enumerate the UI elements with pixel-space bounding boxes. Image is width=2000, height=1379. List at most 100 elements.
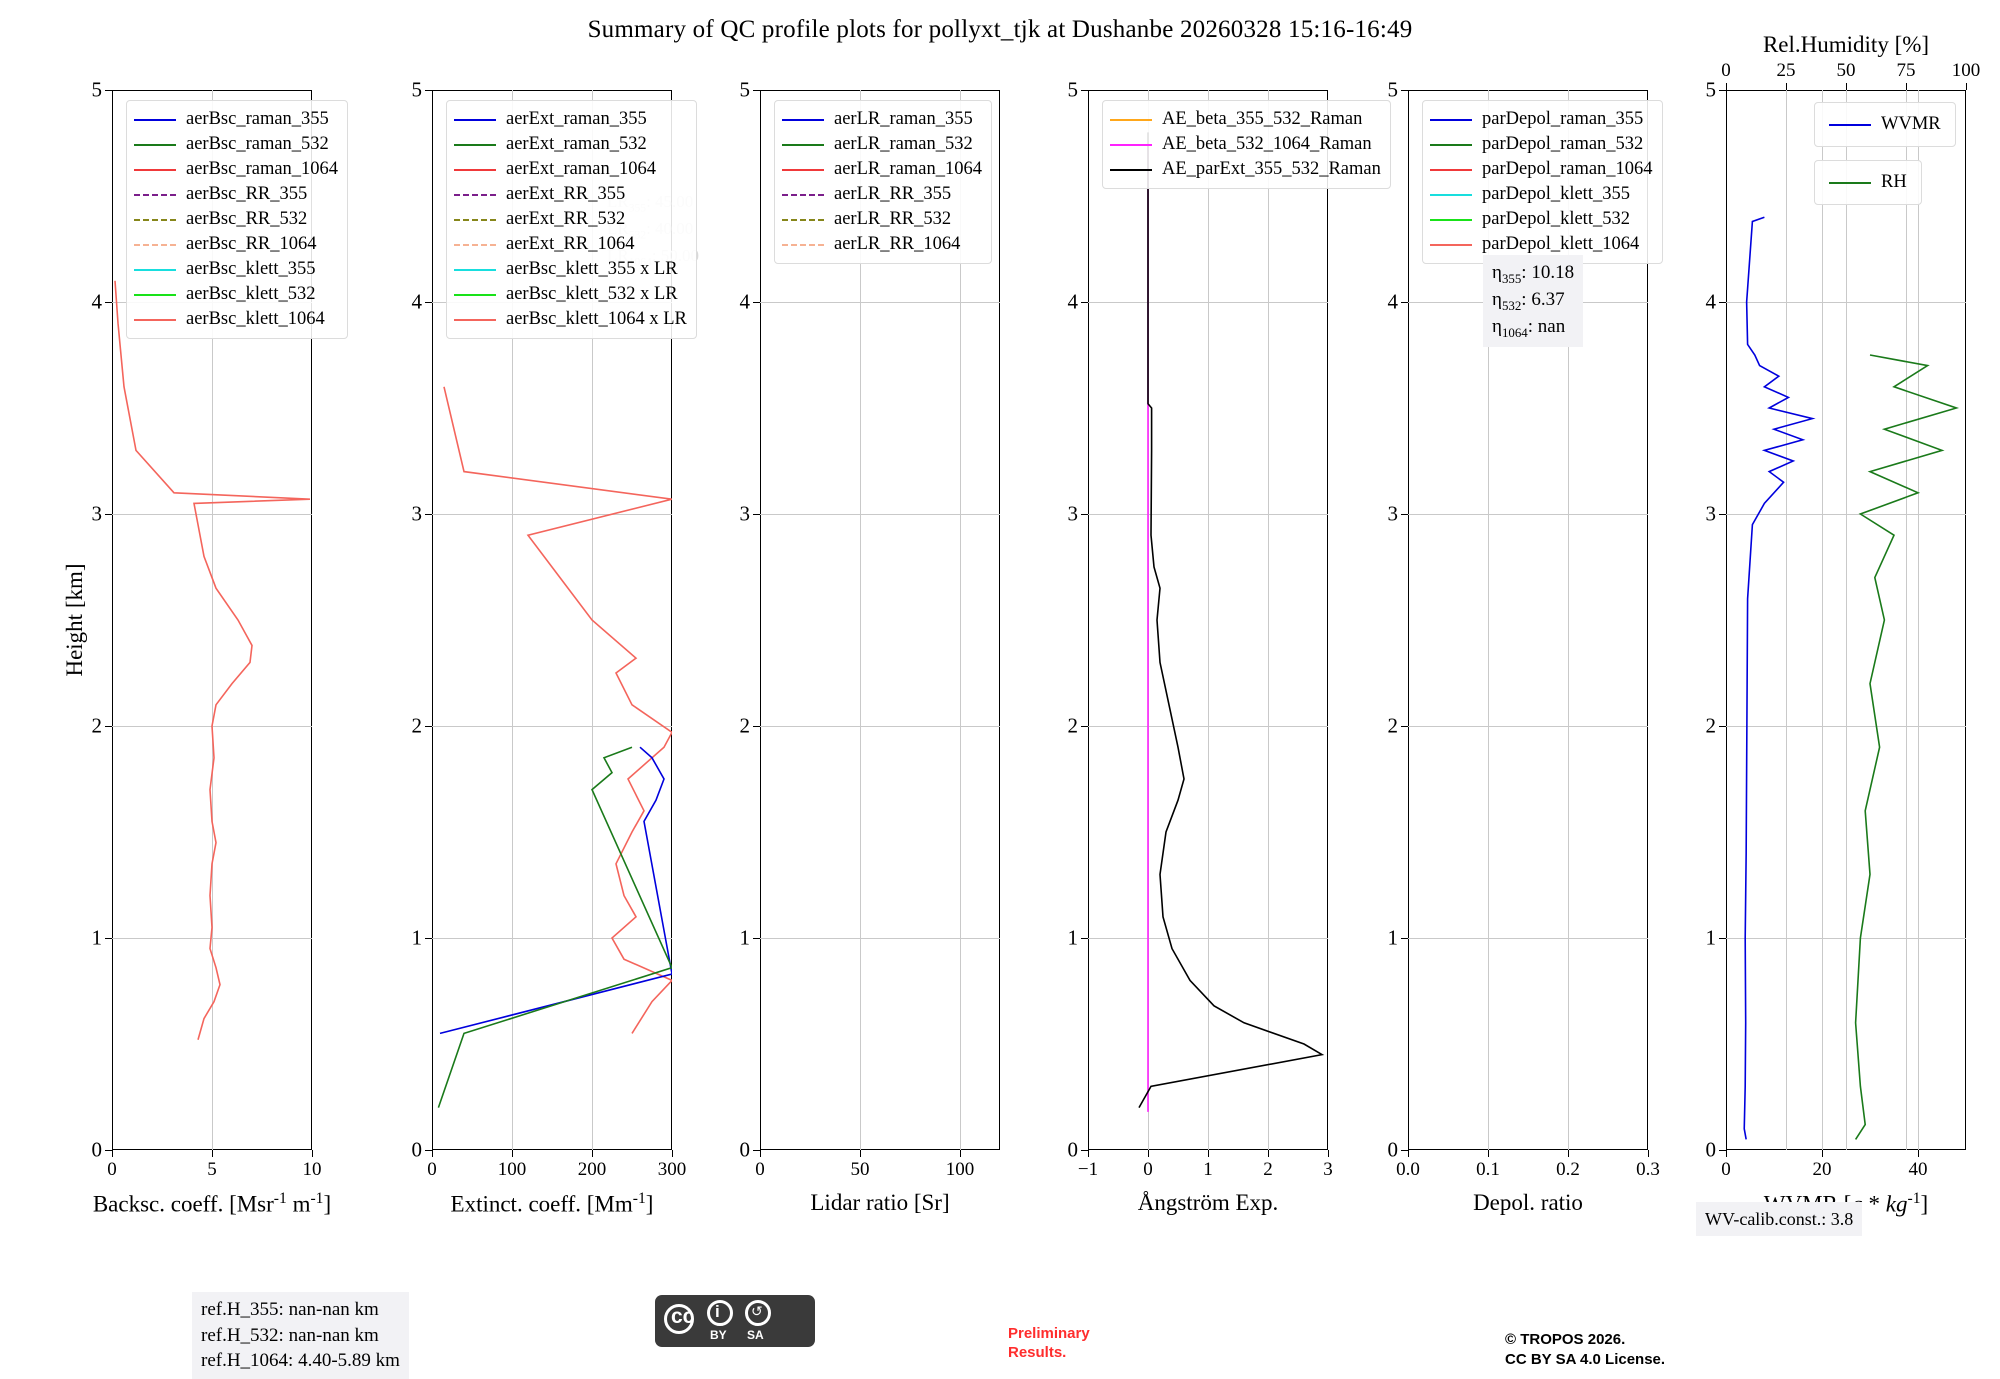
x-tick	[1648, 1150, 1649, 1157]
y-tick-label: 3	[1705, 501, 1717, 526]
legend-item: aerLR_raman_532	[782, 132, 982, 157]
legend-label: aerLR_raman_1064	[834, 158, 982, 179]
legend-swatch	[134, 168, 176, 171]
y-gridline	[1088, 726, 1328, 727]
x-tick-label: 2	[1263, 1159, 1273, 1180]
x-gridline	[512, 90, 513, 1150]
legend-label: aerBsc_klett_1064	[186, 308, 325, 329]
legend-label: aerExt_RR_1064	[506, 233, 635, 254]
y-tick-label: 4	[1067, 289, 1079, 314]
y-tick-label: 0	[1067, 1137, 1079, 1162]
legend-item: aerBsc_RR_355	[134, 182, 338, 207]
x-tick-top	[1846, 83, 1847, 90]
legend-label: parDepol_raman_1064	[1482, 158, 1653, 179]
legend-item: parDepol_klett_1064	[1430, 232, 1653, 257]
legend-depol: parDepol_raman_355 parDepol_raman_532 parD…	[1422, 100, 1663, 264]
x-tick-label: 0	[1721, 1159, 1731, 1180]
legend-swatch	[782, 118, 824, 121]
legend-swatch	[1110, 143, 1152, 146]
legend-label: aerBsc_raman_532	[186, 133, 329, 154]
ref-height-line: ref.H_1064: 4.40-5.89 km	[201, 1350, 400, 1372]
x-tick	[1568, 1150, 1569, 1157]
legend-label: aerExt_RR_355	[506, 183, 626, 204]
x-axis-label: Depol. ratio	[1473, 1190, 1583, 1215]
legend-label: aerExt_raman_1064	[506, 158, 656, 179]
legend-swatch	[134, 268, 176, 271]
legend-swatch	[454, 218, 496, 221]
y-tick-label: 1	[411, 925, 423, 950]
y-tick	[1081, 938, 1088, 939]
y-tick-label: 3	[1387, 501, 1399, 526]
legend-wvmr: WVMR	[1814, 102, 1956, 147]
x-tick	[592, 1150, 593, 1157]
legend-swatch	[134, 118, 176, 121]
x-tick	[1088, 1150, 1089, 1157]
x-tick-top	[1906, 83, 1907, 90]
legend-item: aerBsc_klett_1064	[134, 307, 338, 332]
y-tick	[753, 726, 760, 727]
y-tick	[1401, 938, 1408, 939]
x-tick-label: 200	[577, 1159, 607, 1180]
legend-swatch	[1829, 123, 1871, 126]
series-line	[437, 746, 672, 1108]
y-gridline	[1088, 938, 1328, 939]
x-gridline-top	[1906, 90, 1907, 1150]
y-tick	[425, 726, 432, 727]
cc-by-label: BY	[710, 1328, 727, 1342]
eta-line: η355: 10.18	[1492, 262, 1575, 286]
legend-label: aerBsc_RR_532	[186, 208, 308, 229]
legend-label: aerExt_RR_532	[506, 208, 626, 229]
legend-item: aerBsc_klett_355	[134, 257, 338, 282]
y-tick	[1081, 726, 1088, 727]
legend-swatch	[134, 293, 176, 296]
legend-item: aerExt_RR_1064	[454, 232, 687, 257]
y-gridline	[112, 938, 312, 939]
legend-label: parDepol_klett_1064	[1482, 233, 1640, 254]
series-layer	[1138, 132, 1325, 1112]
y-tick	[1081, 514, 1088, 515]
x-tick	[1488, 1150, 1489, 1157]
y-tick-label: 3	[91, 501, 103, 526]
legend-swatch	[454, 293, 496, 296]
x-tick-label: −1	[1077, 1159, 1099, 1180]
x-tick-label: 20	[1812, 1159, 1832, 1180]
legend-swatch	[454, 168, 496, 171]
y-tick-label: 3	[739, 501, 751, 526]
y-tick	[753, 90, 760, 91]
legend-swatch	[782, 193, 824, 196]
legend-label: parDepol_raman_532	[1482, 133, 1644, 154]
y-gridline	[1408, 938, 1648, 939]
y-tick	[425, 514, 432, 515]
y-tick	[425, 938, 432, 939]
y-gridline	[1088, 514, 1328, 515]
legend-angstrom: AE_beta_355_532_Raman AE_beta_532_1064_Ra…	[1102, 100, 1391, 189]
x-tick	[1822, 1150, 1823, 1157]
y-tick	[753, 302, 760, 303]
legend-swatch	[454, 118, 496, 121]
legend-item: aerBsc_klett_1064 x LR	[454, 307, 687, 332]
y-gridline	[760, 514, 1000, 515]
legend-item: parDepol_raman_355	[1430, 107, 1653, 132]
y-gridline	[760, 726, 1000, 727]
legend-item: AE_parExt_355_532_Raman	[1110, 157, 1381, 182]
legend-swatch	[134, 318, 176, 321]
wv-calib-const-box: WV-calib.const.: 3.8	[1696, 1202, 1863, 1237]
legend-swatch	[1430, 243, 1472, 246]
eta-values-box: η355: 10.18 η532: 6.37 η1064: nan	[1483, 255, 1584, 347]
y-tick	[1719, 90, 1726, 91]
y-gridline	[432, 938, 672, 939]
y-tick	[1081, 90, 1088, 91]
y-tick	[1401, 302, 1408, 303]
x-gridline	[1822, 90, 1823, 1150]
x-tick-label: 100	[945, 1159, 975, 1180]
legend-swatch	[1110, 118, 1152, 121]
legend-item: parDepol_raman_1064	[1430, 157, 1653, 182]
y-tick-label: 2	[1067, 713, 1079, 738]
legend-item: aerLR_RR_532	[782, 207, 982, 232]
x-tick-label: 0	[427, 1159, 437, 1180]
legend-swatch	[1829, 181, 1871, 184]
y-gridline	[112, 514, 312, 515]
y-tick	[753, 938, 760, 939]
y-tick	[105, 514, 112, 515]
